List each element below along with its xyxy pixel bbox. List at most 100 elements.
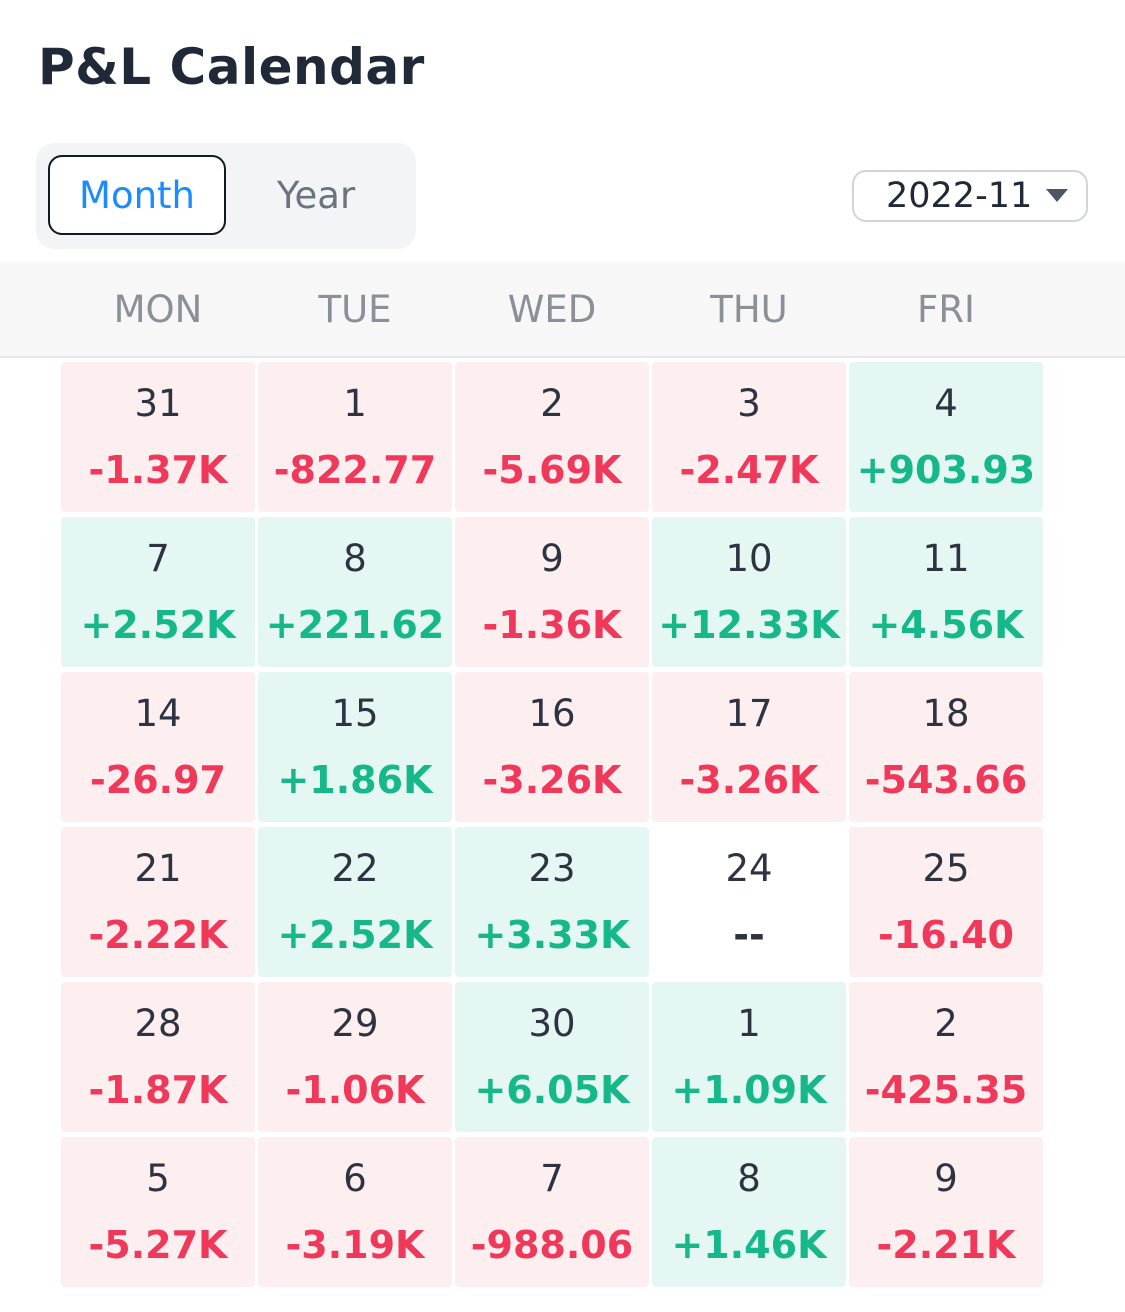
pnl-value: -3.19K bbox=[285, 1223, 425, 1267]
calendar-day-cell[interactable]: 25 -16.40 bbox=[849, 827, 1043, 977]
calendar-day-cell[interactable]: 18 -543.66 bbox=[849, 672, 1043, 822]
day-number: 21 bbox=[134, 847, 182, 890]
day-number: 29 bbox=[331, 1002, 379, 1045]
pnl-value: -2.22K bbox=[88, 913, 228, 957]
calendar-day-cell[interactable]: 23 +3.33K bbox=[455, 827, 649, 977]
pnl-value: -1.06K bbox=[285, 1068, 425, 1112]
day-number: 16 bbox=[528, 692, 576, 735]
weekday-header: MON TUE WED THU FRI S bbox=[0, 262, 1125, 358]
calendar-day-cell[interactable]: 1 -822.77 bbox=[258, 362, 452, 512]
calendar-day-cell[interactable]: 21 -2.22K bbox=[61, 827, 255, 977]
calendar-day-cell[interactable]: 2 -425.35 bbox=[849, 982, 1043, 1132]
day-number: 9 bbox=[540, 537, 564, 580]
pnl-value: -1.87K bbox=[88, 1068, 228, 1112]
pnl-value: +12.33K bbox=[658, 603, 840, 647]
calendar-day-cell[interactable]: 22 +2.52K bbox=[258, 827, 452, 977]
calendar-day-cell[interactable]: 2 -5.69K bbox=[455, 362, 649, 512]
calendar-day-cell[interactable]: 3 -2.47K bbox=[652, 362, 846, 512]
pnl-value: +2.52K bbox=[80, 603, 236, 647]
pnl-value: -3.26K bbox=[679, 758, 819, 802]
pnl-value: -822.77 bbox=[273, 448, 437, 492]
calendar-day-cell[interactable]: 28 -1.87K bbox=[61, 982, 255, 1132]
day-number: 30 bbox=[528, 1002, 576, 1045]
pnl-value: -543.66 bbox=[864, 758, 1028, 802]
day-number: 5 bbox=[146, 1157, 170, 1200]
day-number: 15 bbox=[331, 692, 379, 735]
day-number: 31 bbox=[134, 382, 182, 425]
pnl-value: -1.36K bbox=[482, 603, 622, 647]
pnl-value: +6.05K bbox=[474, 1068, 630, 1112]
page-title: P&L Calendar bbox=[38, 38, 425, 96]
calendar-day-cell[interactable]: 8 +221.62 bbox=[258, 517, 452, 667]
day-number: 4 bbox=[934, 382, 958, 425]
day-number: 1 bbox=[737, 1002, 761, 1045]
calendar-day-cell[interactable]: 5 -5.27K bbox=[61, 1137, 255, 1287]
weekday-mon: MON bbox=[113, 287, 203, 331]
pnl-value: +1.86K bbox=[277, 758, 433, 802]
pnl-value: -2.47K bbox=[679, 448, 819, 492]
calendar-day-cell[interactable]: 24 -- bbox=[652, 827, 846, 977]
calendar-day-cell[interactable]: 29 -1.06K bbox=[258, 982, 452, 1132]
calendar-day-cell[interactable]: 10 +12.33K bbox=[652, 517, 846, 667]
weekday-fri: FRI bbox=[917, 287, 975, 331]
pnl-value: +3.33K bbox=[474, 913, 630, 957]
calendar-day-cell[interactable]: 7 +2.52K bbox=[61, 517, 255, 667]
calendar-day-cell[interactable]: 7 -988.06 bbox=[455, 1137, 649, 1287]
day-number: 11 bbox=[922, 537, 970, 580]
day-number: 28 bbox=[134, 1002, 182, 1045]
pnl-value: +4.56K bbox=[868, 603, 1024, 647]
calendar-day-cell[interactable]: 6 -3.19K bbox=[258, 1137, 452, 1287]
month-picker-dropdown[interactable]: 2022-11 bbox=[852, 170, 1088, 222]
pnl-value: -2.21K bbox=[876, 1223, 1016, 1267]
day-number: 7 bbox=[540, 1157, 564, 1200]
calendar-day-cell[interactable]: 17 -3.26K bbox=[652, 672, 846, 822]
pnl-value: +1.46K bbox=[671, 1223, 827, 1267]
calendar-day-cell[interactable]: 16 -3.26K bbox=[455, 672, 649, 822]
calendar-day-cell[interactable]: 30 +6.05K bbox=[455, 982, 649, 1132]
caret-down-icon bbox=[1046, 189, 1068, 202]
calendar-day-cell[interactable]: 15 +1.86K bbox=[258, 672, 452, 822]
calendar-day-cell[interactable]: 31 -1.37K bbox=[61, 362, 255, 512]
pnl-value: -1.37K bbox=[88, 448, 228, 492]
month-picker-value: 2022-11 bbox=[886, 176, 1033, 216]
weekday-sat-partial: S bbox=[1046, 262, 1125, 356]
calendar-day-cell[interactable]: 1 +1.09K bbox=[652, 982, 846, 1132]
day-number: 18 bbox=[922, 692, 970, 735]
period-toggle: Month Year bbox=[36, 143, 416, 249]
pnl-value: -425.35 bbox=[864, 1068, 1028, 1112]
calendar-day-cell[interactable]: 4 +903.93 bbox=[849, 362, 1043, 512]
calendar-day-cell[interactable]: 8 +1.46K bbox=[652, 1137, 846, 1287]
day-number: 6 bbox=[343, 1157, 367, 1200]
pnl-value: -26.97 bbox=[90, 758, 226, 802]
day-number: 14 bbox=[134, 692, 182, 735]
day-number: 1 bbox=[343, 382, 367, 425]
pnl-value: -- bbox=[733, 913, 765, 957]
day-number: 24 bbox=[725, 847, 773, 890]
day-number: 2 bbox=[934, 1002, 958, 1045]
calendar-day-cell[interactable]: 9 -2.21K bbox=[849, 1137, 1043, 1287]
pnl-value: +903.93 bbox=[856, 448, 1036, 492]
month-tab[interactable]: Month bbox=[48, 155, 226, 235]
pnl-value: +2.52K bbox=[277, 913, 433, 957]
day-number: 17 bbox=[725, 692, 773, 735]
day-number: 23 bbox=[528, 847, 576, 890]
pnl-value: +221.62 bbox=[265, 603, 445, 647]
calendar-day-cell[interactable]: 11 +4.56K bbox=[849, 517, 1043, 667]
pnl-value: -5.69K bbox=[482, 448, 622, 492]
pnl-value: +1.09K bbox=[671, 1068, 827, 1112]
day-number: 9 bbox=[934, 1157, 958, 1200]
day-number: 10 bbox=[725, 537, 773, 580]
pnl-value: -16.40 bbox=[878, 913, 1014, 957]
weekday-wed: WED bbox=[507, 287, 597, 331]
day-number: 7 bbox=[146, 537, 170, 580]
calendar-day-cell[interactable]: 14 -26.97 bbox=[61, 672, 255, 822]
day-number: 2 bbox=[540, 382, 564, 425]
pnl-value: -988.06 bbox=[470, 1223, 634, 1267]
calendar-day-cell[interactable]: 9 -1.36K bbox=[455, 517, 649, 667]
year-tab[interactable]: Year bbox=[276, 173, 356, 217]
pnl-value: -5.27K bbox=[88, 1223, 228, 1267]
pnl-value: -3.26K bbox=[482, 758, 622, 802]
day-number: 3 bbox=[737, 382, 761, 425]
day-number: 8 bbox=[343, 537, 367, 580]
